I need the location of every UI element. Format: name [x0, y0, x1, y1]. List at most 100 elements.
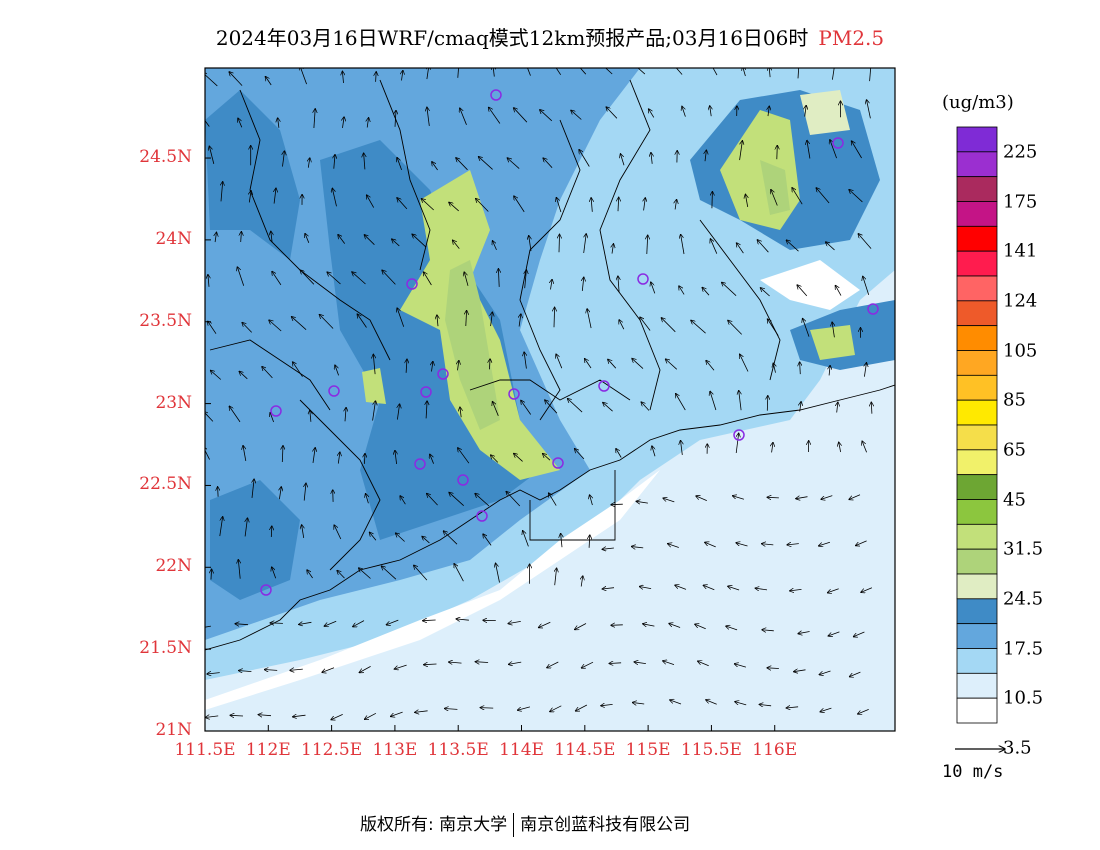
station-marker: [260, 584, 272, 596]
color-bar-segment: [956, 449, 998, 476]
unit-label: (ug/m3): [942, 92, 1014, 113]
wind-arrow: [498, 269, 499, 287]
wind-arrow: [424, 664, 437, 665]
wind-arrow: [849, 190, 863, 203]
wind-arrow: [663, 661, 675, 665]
wind-arrow: [229, 72, 243, 86]
wind-arrow: [682, 106, 686, 117]
wind-arrow: [335, 365, 339, 376]
wind-arrow: [514, 453, 523, 462]
wind-arrow: [829, 365, 830, 376]
wind-arrow: [827, 588, 839, 593]
wind-arrow: [293, 715, 306, 717]
wind-arrow: [769, 68, 770, 78]
wind-arrow: [423, 620, 436, 621]
wind-arrow: [675, 68, 683, 75]
wind-arrow: [523, 531, 529, 547]
longitude-label: 111.5E: [174, 740, 236, 760]
station-marker: [832, 137, 844, 149]
wind-arrow: [837, 402, 838, 413]
color-bar-segment: [956, 176, 998, 202]
color-bar-segment: [956, 399, 998, 426]
wind-arrow: [466, 310, 467, 327]
wind-arrow: [734, 664, 747, 668]
wind-arrow: [205, 716, 219, 718]
wind-arrow: [797, 68, 800, 79]
wind-arrow: [543, 454, 551, 461]
wind-arrow: [229, 406, 241, 423]
station-marker: [414, 458, 426, 470]
wind-arrow: [736, 433, 739, 454]
color-bar-segment: [956, 648, 998, 674]
wind-arrow: [258, 715, 272, 716]
color-bar-segment: [956, 424, 998, 451]
wind-arrow: [821, 495, 833, 500]
wind-arrow: [712, 192, 713, 209]
wind-arrow: [381, 566, 397, 580]
wind-arrow: [283, 151, 285, 167]
wind-arrow: [235, 624, 249, 625]
white-patch-east: [760, 260, 860, 310]
wind-arrow: [506, 491, 521, 507]
wind-arrow: [611, 504, 623, 505]
wind-arrow: [819, 541, 831, 546]
dark-blue-south: [210, 480, 300, 600]
color-bar-label: 105: [1003, 340, 1038, 361]
wind-arrow: [706, 700, 717, 705]
wind-arrow: [524, 352, 526, 369]
wind-arrow: [807, 140, 811, 159]
wind-arrow: [272, 567, 277, 579]
color-bar-segment: [956, 573, 998, 600]
wind-arrow: [493, 68, 494, 77]
color-bar-segment: [956, 350, 998, 376]
wind-arrow: [675, 585, 687, 590]
wind-arrow: [647, 235, 648, 255]
wind-arrow: [367, 195, 375, 208]
wind-arrow: [243, 446, 247, 461]
boundary-lines: [205, 79, 895, 651]
wind-arrow: [712, 68, 718, 76]
province-boundary-4: [599, 79, 661, 411]
wind-arrow: [300, 68, 307, 85]
color-bar-segment: [956, 275, 998, 302]
wind-arrow: [698, 661, 709, 667]
wind-arrow: [245, 518, 247, 537]
wind-arrow: [549, 493, 557, 506]
wind-arrow: [525, 270, 527, 289]
wind-arrow: [343, 117, 345, 128]
wind-arrow: [591, 198, 592, 212]
copyright-footer: 版权所有: 南京大学 南京创蓝科技有限公司: [360, 810, 690, 837]
wind-arrow: [858, 709, 869, 714]
longitude-label: 113E: [372, 740, 418, 760]
wind-arrow: [571, 110, 582, 120]
wind-arrow: [710, 391, 717, 411]
wind-arrow: [208, 321, 217, 334]
wind-arrow: [313, 448, 315, 463]
wind-arrow: [639, 587, 652, 589]
wind-arrow: [397, 198, 408, 210]
wind-arrow: [575, 704, 588, 711]
wind-arrow: [422, 536, 430, 544]
wind-arrow: [402, 70, 403, 81]
wind-arrow: [722, 282, 737, 296]
wind-arrow: [221, 182, 223, 202]
wind-arrow: [871, 402, 872, 414]
station-marker: [328, 385, 340, 397]
wind-arrow: [207, 673, 220, 674]
wind-arrow: [745, 194, 747, 207]
wind-arrow: [310, 410, 311, 422]
wind-arrow: [460, 108, 467, 125]
longitude-label: 112.5E: [301, 740, 363, 760]
wind-arrow: [538, 621, 551, 627]
title-text: 2024年03月16日WRF/cmaq模式12km预报产品;03月16日06时: [215, 26, 809, 50]
wind-arrow: [556, 354, 563, 369]
wind-arrow: [238, 118, 243, 128]
color-bar-label: 141: [1003, 240, 1038, 262]
color-bar-label: 45: [1003, 489, 1026, 510]
wind-arrow: [406, 359, 407, 373]
wind-arrow: [237, 267, 245, 286]
wind-arrow: [767, 396, 768, 411]
wind-arrow: [863, 276, 870, 296]
wind-arrow: [529, 236, 531, 252]
wind-arrow: [705, 542, 716, 548]
